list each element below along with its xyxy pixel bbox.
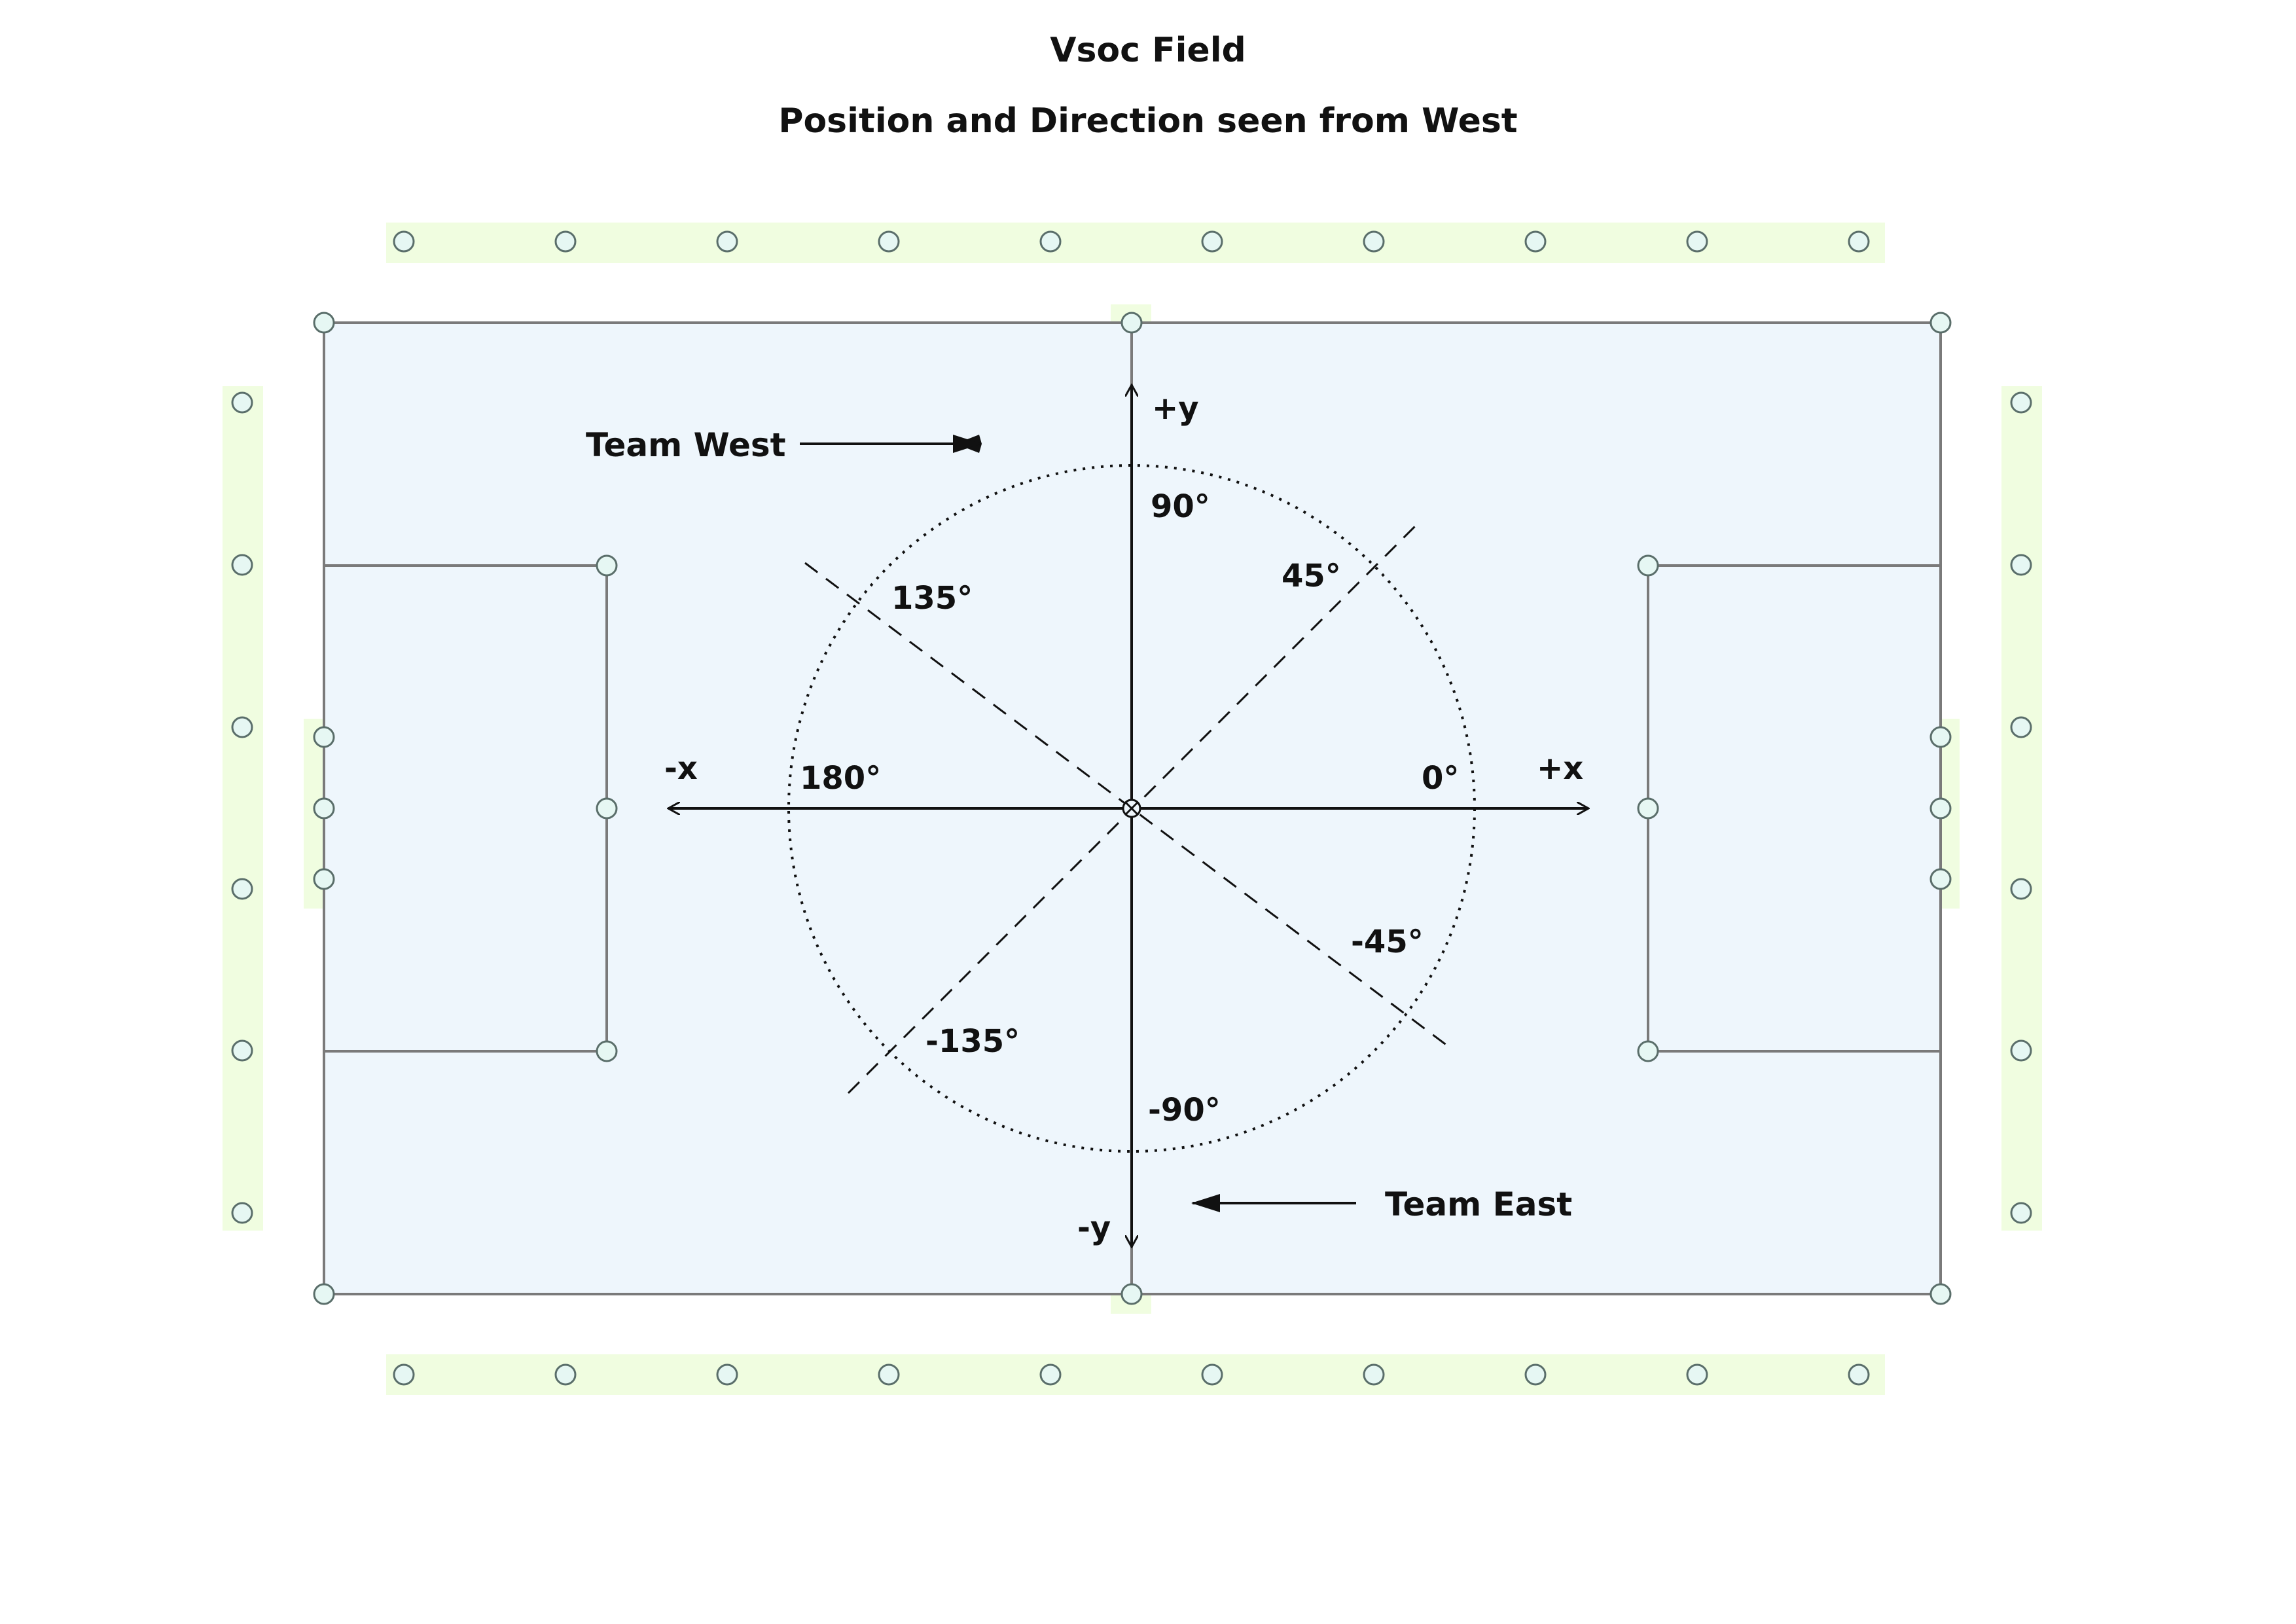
marker-corner <box>1929 312 1952 334</box>
marker-top <box>1848 230 1870 253</box>
marker-goal <box>1929 726 1952 748</box>
marker-left <box>231 554 253 576</box>
label-angle-135: 135° <box>891 580 973 617</box>
marker-bottom <box>878 1363 900 1386</box>
marker-bottom <box>1201 1363 1223 1386</box>
marker-bottom <box>1363 1363 1385 1386</box>
marker-top <box>1201 230 1223 253</box>
team-west-arrowhead-fill <box>953 435 982 453</box>
label-angle-180: 180° <box>800 760 881 797</box>
marker-left <box>231 391 253 414</box>
band-bottom <box>386 1354 1885 1395</box>
label-angle-minus-90: -90° <box>1148 1092 1221 1128</box>
marker-goal <box>313 726 335 748</box>
marker-goal <box>313 797 335 820</box>
marker-left <box>231 1202 253 1224</box>
marker-top <box>1524 230 1547 253</box>
marker-bottom <box>1686 1363 1708 1386</box>
marker-penalty <box>596 797 618 820</box>
marker-top <box>393 230 415 253</box>
label-angle-minus-135: -135° <box>925 1023 1020 1060</box>
marker-bottom <box>554 1363 577 1386</box>
team-east-arrowhead <box>1191 1194 1220 1212</box>
marker-corner <box>313 312 335 334</box>
marker-left <box>231 878 253 900</box>
label-team-west: Team West <box>586 426 786 464</box>
diagram-title: Vsoc Field <box>1050 31 1246 70</box>
marker-right <box>2010 716 2032 738</box>
marker-right <box>2010 878 2032 900</box>
marker-corner <box>313 1283 335 1305</box>
marker-left <box>231 1039 253 1062</box>
label-angle-45: 45° <box>1282 558 1341 594</box>
label-angle-0: 0° <box>1422 760 1459 797</box>
marker-top <box>1039 230 1062 253</box>
marker-top <box>716 230 738 253</box>
origin-marker <box>1122 799 1141 818</box>
marker-right <box>2010 391 2032 414</box>
label-angle-minus-45: -45° <box>1351 924 1424 960</box>
marker-goal <box>313 868 335 890</box>
marker-right <box>2010 554 2032 576</box>
marker-bottom <box>716 1363 738 1386</box>
marker-corner <box>1929 1283 1952 1305</box>
label-plus-x: +x <box>1537 750 1583 787</box>
label-minus-y: -y <box>1077 1210 1111 1246</box>
marker-bottom <box>1848 1363 1870 1386</box>
diagram-subtitle: Position and Direction seen from West <box>778 101 1517 141</box>
band-top <box>386 223 1885 263</box>
marker-penalty <box>596 554 618 577</box>
label-plus-y: +y <box>1152 390 1199 427</box>
marker-right <box>2010 1039 2032 1062</box>
marker-left <box>231 716 253 738</box>
band-left <box>223 386 263 1231</box>
marker-right <box>2010 1202 2032 1224</box>
marker-corner <box>1121 312 1143 334</box>
marker-penalty <box>1637 797 1659 820</box>
marker-points <box>231 230 2032 1386</box>
marker-goal <box>1929 797 1952 820</box>
marker-bottom <box>1039 1363 1062 1386</box>
band-right <box>2001 386 2042 1231</box>
marker-penalty <box>596 1040 618 1062</box>
marker-penalty <box>1637 1040 1659 1062</box>
marker-corner <box>1121 1283 1143 1305</box>
marker-top <box>554 230 577 253</box>
label-angle-90: 90° <box>1151 488 1210 525</box>
label-minus-x: -x <box>664 750 698 787</box>
marker-bottom <box>1524 1363 1547 1386</box>
marker-penalty <box>1637 554 1659 577</box>
label-team-east: Team East <box>1385 1185 1572 1223</box>
marker-top <box>1363 230 1385 253</box>
marker-top <box>1686 230 1708 253</box>
marker-top <box>878 230 900 253</box>
marker-bottom <box>393 1363 415 1386</box>
marker-goal <box>1929 868 1952 890</box>
